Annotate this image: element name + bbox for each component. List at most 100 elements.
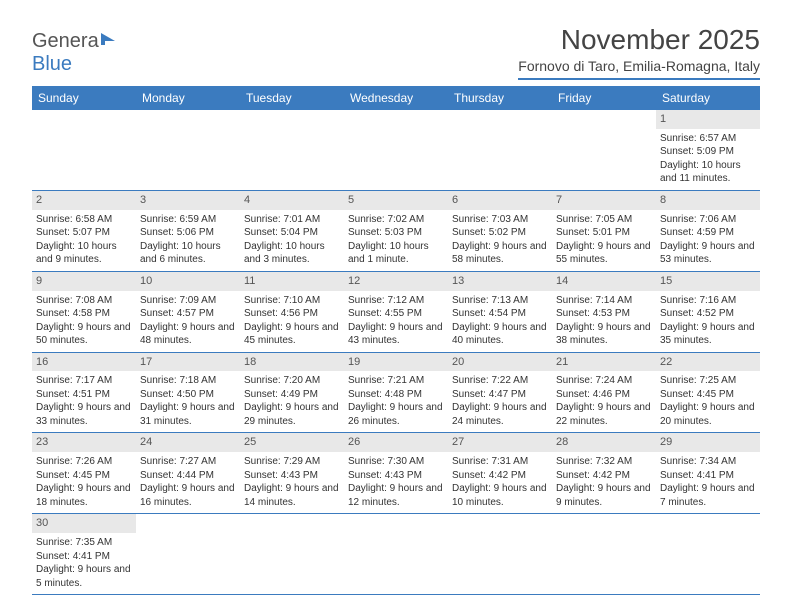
day-cell: 30Sunrise: 7:35 AMSunset: 4:41 PMDayligh… (32, 514, 136, 594)
day-daylight: Daylight: 9 hours and 26 minutes. (348, 401, 444, 428)
day-cell: 21Sunrise: 7:24 AMSunset: 4:46 PMDayligh… (552, 353, 656, 433)
day-daylight: Daylight: 9 hours and 53 minutes. (660, 240, 756, 267)
day-daylight: Daylight: 10 hours and 3 minutes. (244, 240, 340, 267)
day-cell (344, 110, 448, 190)
day-cell (448, 514, 552, 594)
calendar-week: 1Sunrise: 6:57 AMSunset: 5:09 PMDaylight… (32, 110, 760, 191)
day-sunrise: Sunrise: 7:08 AM (36, 294, 132, 308)
day-number: 9 (32, 272, 136, 291)
day-sunset: Sunset: 4:54 PM (452, 307, 548, 321)
day-sunset: Sunset: 4:49 PM (244, 388, 340, 402)
day-cell: 14Sunrise: 7:14 AMSunset: 4:53 PMDayligh… (552, 272, 656, 352)
day-number: 8 (656, 191, 760, 210)
day-cell (344, 514, 448, 594)
day-sunrise: Sunrise: 7:13 AM (452, 294, 548, 308)
day-number: 23 (32, 433, 136, 452)
day-header: Thursday (448, 86, 552, 110)
day-daylight: Daylight: 9 hours and 16 minutes. (140, 482, 236, 509)
day-number: 14 (552, 272, 656, 291)
day-sunrise: Sunrise: 7:10 AM (244, 294, 340, 308)
day-sunrise: Sunrise: 7:17 AM (36, 374, 132, 388)
day-sunrise: Sunrise: 7:03 AM (452, 213, 548, 227)
day-sunset: Sunset: 4:47 PM (452, 388, 548, 402)
day-sunset: Sunset: 4:52 PM (660, 307, 756, 321)
day-sunrise: Sunrise: 7:34 AM (660, 455, 756, 469)
day-sunset: Sunset: 4:42 PM (452, 469, 548, 483)
day-daylight: Daylight: 9 hours and 31 minutes. (140, 401, 236, 428)
day-sunrise: Sunrise: 7:31 AM (452, 455, 548, 469)
day-sunrise: Sunrise: 7:35 AM (36, 536, 132, 550)
calendar-week: 23Sunrise: 7:26 AMSunset: 4:45 PMDayligh… (32, 433, 760, 514)
day-cell (136, 110, 240, 190)
day-sunset: Sunset: 5:04 PM (244, 226, 340, 240)
day-daylight: Daylight: 9 hours and 40 minutes. (452, 321, 548, 348)
day-daylight: Daylight: 9 hours and 24 minutes. (452, 401, 548, 428)
day-cell: 1Sunrise: 6:57 AMSunset: 5:09 PMDaylight… (656, 110, 760, 190)
day-sunrise: Sunrise: 7:09 AM (140, 294, 236, 308)
day-daylight: Daylight: 9 hours and 29 minutes. (244, 401, 340, 428)
day-sunrise: Sunrise: 7:26 AM (36, 455, 132, 469)
page-header: GeneraBlue November 2025 Fornovo di Taro… (32, 24, 760, 80)
calendar-weeks: 1Sunrise: 6:57 AMSunset: 5:09 PMDaylight… (32, 110, 760, 595)
day-cell (656, 514, 760, 594)
day-daylight: Daylight: 9 hours and 5 minutes. (36, 563, 132, 590)
day-cell: 13Sunrise: 7:13 AMSunset: 4:54 PMDayligh… (448, 272, 552, 352)
day-daylight: Daylight: 9 hours and 58 minutes. (452, 240, 548, 267)
day-daylight: Daylight: 10 hours and 6 minutes. (140, 240, 236, 267)
day-cell: 8Sunrise: 7:06 AMSunset: 4:59 PMDaylight… (656, 191, 760, 271)
day-sunrise: Sunrise: 7:12 AM (348, 294, 444, 308)
day-daylight: Daylight: 9 hours and 9 minutes. (556, 482, 652, 509)
day-sunrise: Sunrise: 7:27 AM (140, 455, 236, 469)
day-cell: 7Sunrise: 7:05 AMSunset: 5:01 PMDaylight… (552, 191, 656, 271)
day-cell: 3Sunrise: 6:59 AMSunset: 5:06 PMDaylight… (136, 191, 240, 271)
day-sunrise: Sunrise: 7:16 AM (660, 294, 756, 308)
day-cell (448, 110, 552, 190)
day-sunset: Sunset: 4:46 PM (556, 388, 652, 402)
day-number: 21 (552, 353, 656, 372)
title-block: November 2025 Fornovo di Taro, Emilia-Ro… (518, 24, 760, 80)
day-sunrise: Sunrise: 7:02 AM (348, 213, 444, 227)
day-cell: 4Sunrise: 7:01 AMSunset: 5:04 PMDaylight… (240, 191, 344, 271)
day-cell: 12Sunrise: 7:12 AMSunset: 4:55 PMDayligh… (344, 272, 448, 352)
day-daylight: Daylight: 9 hours and 45 minutes. (244, 321, 340, 348)
day-number: 7 (552, 191, 656, 210)
day-sunset: Sunset: 5:03 PM (348, 226, 444, 240)
day-cell: 18Sunrise: 7:20 AMSunset: 4:49 PMDayligh… (240, 353, 344, 433)
calendar: SundayMondayTuesdayWednesdayThursdayFrid… (32, 86, 760, 595)
day-daylight: Daylight: 10 hours and 1 minute. (348, 240, 444, 267)
day-number: 26 (344, 433, 448, 452)
day-daylight: Daylight: 10 hours and 11 minutes. (660, 159, 756, 186)
day-number: 5 (344, 191, 448, 210)
day-sunset: Sunset: 4:59 PM (660, 226, 756, 240)
location-label: Fornovo di Taro, Emilia-Romagna, Italy (518, 58, 760, 80)
day-daylight: Daylight: 9 hours and 35 minutes. (660, 321, 756, 348)
day-sunset: Sunset: 4:51 PM (36, 388, 132, 402)
day-cell: 25Sunrise: 7:29 AMSunset: 4:43 PMDayligh… (240, 433, 344, 513)
day-sunset: Sunset: 5:09 PM (660, 145, 756, 159)
day-cell: 20Sunrise: 7:22 AMSunset: 4:47 PMDayligh… (448, 353, 552, 433)
day-number: 10 (136, 272, 240, 291)
day-number: 1 (656, 110, 760, 129)
calendar-week: 9Sunrise: 7:08 AMSunset: 4:58 PMDaylight… (32, 272, 760, 353)
day-cell: 27Sunrise: 7:31 AMSunset: 4:42 PMDayligh… (448, 433, 552, 513)
day-cell: 28Sunrise: 7:32 AMSunset: 4:42 PMDayligh… (552, 433, 656, 513)
day-sunrise: Sunrise: 6:59 AM (140, 213, 236, 227)
day-cell (240, 110, 344, 190)
day-cell: 9Sunrise: 7:08 AMSunset: 4:58 PMDaylight… (32, 272, 136, 352)
day-daylight: Daylight: 9 hours and 7 minutes. (660, 482, 756, 509)
day-header: Sunday (32, 86, 136, 110)
day-daylight: Daylight: 9 hours and 48 minutes. (140, 321, 236, 348)
day-number: 2 (32, 191, 136, 210)
day-number: 30 (32, 514, 136, 533)
calendar-week: 16Sunrise: 7:17 AMSunset: 4:51 PMDayligh… (32, 353, 760, 434)
day-sunset: Sunset: 4:42 PM (556, 469, 652, 483)
day-header: Tuesday (240, 86, 344, 110)
day-daylight: Daylight: 9 hours and 10 minutes. (452, 482, 548, 509)
day-sunrise: Sunrise: 7:25 AM (660, 374, 756, 388)
day-number: 20 (448, 353, 552, 372)
day-cell: 15Sunrise: 7:16 AMSunset: 4:52 PMDayligh… (656, 272, 760, 352)
day-cell: 29Sunrise: 7:34 AMSunset: 4:41 PMDayligh… (656, 433, 760, 513)
logo: GeneraBlue (32, 30, 121, 76)
day-cell: 23Sunrise: 7:26 AMSunset: 4:45 PMDayligh… (32, 433, 136, 513)
day-sunrise: Sunrise: 7:20 AM (244, 374, 340, 388)
